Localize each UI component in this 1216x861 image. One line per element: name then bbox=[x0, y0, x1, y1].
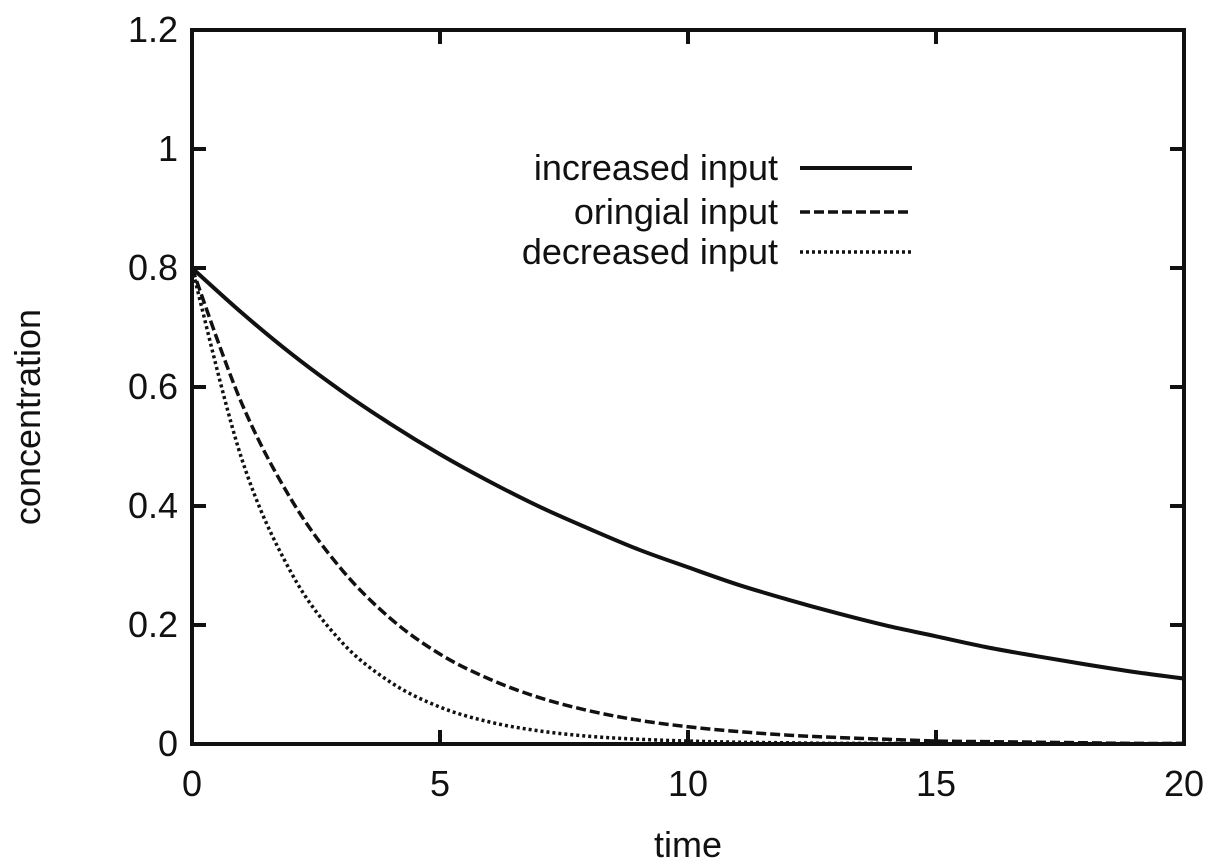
legend-label-decreased-input: decreased input bbox=[522, 231, 778, 272]
axis-ticks: 0 5 10 15 20 0 0.2 0.4 0.6 0.8 1 1.2 bbox=[128, 9, 1204, 804]
series-line-increased-input bbox=[190, 266, 1185, 681]
y-tick-label: 0.4 bbox=[128, 485, 178, 526]
y-tick-label: 0.6 bbox=[128, 366, 178, 407]
series-line-oringial-input bbox=[190, 267, 1185, 746]
plot-frame bbox=[190, 28, 1186, 746]
x-axis-title: time bbox=[654, 824, 722, 861]
x-tick-label: 15 bbox=[916, 763, 956, 804]
y-tick-label: 1.2 bbox=[128, 9, 178, 50]
legend-label-oringial-input: oringial input bbox=[574, 191, 778, 232]
x-tick-label: 5 bbox=[430, 763, 450, 804]
y-tick-label: 0 bbox=[158, 723, 178, 764]
x-tick-label: 20 bbox=[1164, 763, 1204, 804]
y-axis-title: concentration bbox=[7, 309, 48, 525]
y-tick-label: 0.8 bbox=[128, 247, 178, 288]
x-tick-label: 10 bbox=[668, 763, 708, 804]
y-tick-label: 0.2 bbox=[128, 604, 178, 645]
legend-label-increased-input: increased input bbox=[534, 147, 778, 188]
y-tick-label: 1 bbox=[158, 128, 178, 169]
plot-layer bbox=[190, 266, 1185, 746]
x-tick-label: 0 bbox=[182, 763, 202, 804]
series-line-decreased-input bbox=[190, 267, 1184, 746]
